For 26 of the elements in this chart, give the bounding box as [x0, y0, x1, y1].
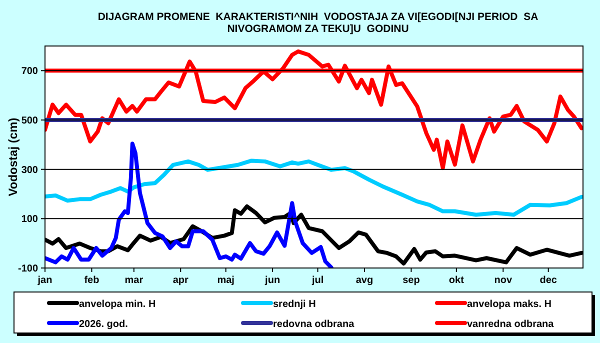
x-tick-label: jul [310, 275, 324, 286]
legend-label: srednji H [273, 299, 316, 310]
chart-title: DIJAGRAM PROMENE KARAKTERISTI^NIH VODOSTAJA ZA VI[EGODI[NJI PERIOD SA NIVOGRAMOM ZA TEKU]U GODINU [98, 11, 539, 35]
y-tick-label: 700 [21, 66, 38, 78]
x-tick-label: jun [264, 275, 280, 286]
legend-label: vanredna odbrana [467, 319, 554, 330]
legend-label: anvelopa min. H [79, 299, 156, 310]
y-axis-title: Vodostaj (cm) [6, 118, 20, 196]
legend-label: anvelopa maks. H [467, 299, 552, 310]
y-tick-label: -100 [18, 264, 38, 274]
x-tick-label: dec [540, 275, 558, 286]
y-tick-label: 100 [21, 214, 38, 226]
x-tick-label: mar [124, 275, 144, 286]
x-tick-label: okt [448, 275, 465, 286]
x-tick-label: apr [172, 275, 189, 286]
x-tick-label: avg [356, 275, 374, 286]
y-tick-label: 300 [21, 164, 38, 176]
x-tick-label: sep [402, 275, 420, 286]
y-tick-label: 500 [21, 116, 38, 126]
x-tick-label: feb [84, 275, 100, 286]
x-tick-label: jan [36, 275, 52, 286]
x-tick-label: nov [494, 275, 512, 286]
legend-label: redovna odbrana [273, 319, 355, 330]
legend-label: 2026. god. [79, 319, 128, 330]
line-series [45, 142, 334, 268]
x-tick-label: maj [217, 275, 235, 286]
